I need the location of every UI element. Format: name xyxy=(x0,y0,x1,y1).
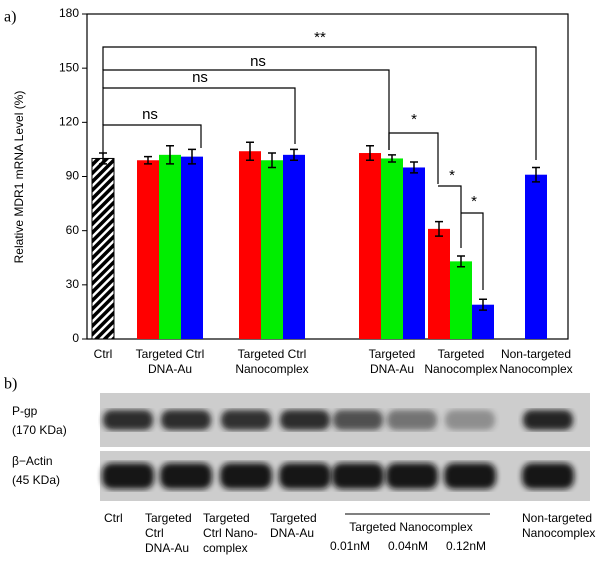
bar xyxy=(91,157,115,340)
lane-label: Nanocomplex xyxy=(522,526,595,540)
significance-label: ** xyxy=(314,29,326,46)
y-tick-label: 180 xyxy=(59,6,79,20)
error-bar xyxy=(290,148,298,161)
row-label: (45 KDa) xyxy=(12,473,60,487)
x-tick-label: DNA-Au xyxy=(370,362,414,376)
lane-label: Ctrl xyxy=(104,511,123,525)
lane-label: 0.04nM xyxy=(388,539,428,553)
lane-label: Non-targeted xyxy=(522,511,592,525)
bar xyxy=(403,167,425,339)
significance-bracket xyxy=(102,69,390,150)
band xyxy=(161,410,211,430)
x-tick-label: DNA-Au xyxy=(148,362,192,376)
error-bar xyxy=(246,141,254,161)
band xyxy=(160,463,212,489)
bar xyxy=(159,154,181,339)
y-tick-label: 90 xyxy=(66,169,80,183)
significance-bracket xyxy=(102,87,296,144)
error-bar xyxy=(435,220,443,237)
significance-label: * xyxy=(449,167,455,184)
lane-label: Ctrl Nano- xyxy=(203,526,258,540)
bar xyxy=(137,160,159,339)
significance-label: ns xyxy=(250,53,266,70)
significance-label: ns xyxy=(192,69,208,86)
error-bar xyxy=(144,155,152,165)
row-label: (170 KDa) xyxy=(12,423,67,437)
y-tick-label: 60 xyxy=(66,223,80,237)
lane-label: complex xyxy=(203,541,248,555)
bar xyxy=(261,160,283,339)
lane-label: DNA-Au xyxy=(145,541,189,555)
band xyxy=(444,463,496,489)
significance-bracket xyxy=(102,46,537,160)
error-bar xyxy=(388,154,396,163)
lane-label: 0.12nM xyxy=(446,539,486,553)
band xyxy=(221,410,271,430)
x-tick-label: Nanocomplex xyxy=(424,362,497,376)
bar xyxy=(283,154,305,339)
error-bar xyxy=(366,145,374,161)
band xyxy=(102,463,154,489)
y-tick-label: 30 xyxy=(66,277,80,291)
significance-label: * xyxy=(411,111,417,128)
lane-label: Targeted xyxy=(145,511,192,525)
band xyxy=(523,410,573,430)
band xyxy=(103,410,153,430)
x-tick-label: Targeted Ctrl xyxy=(238,347,307,361)
lane-label: 0.01nM xyxy=(330,539,370,553)
error-bar xyxy=(532,166,540,183)
y-tick-label: 0 xyxy=(72,331,79,345)
bar xyxy=(239,151,261,339)
lane-label: DNA-Au xyxy=(270,526,314,540)
band xyxy=(386,463,438,489)
y-tick-label: 120 xyxy=(59,115,79,129)
bar xyxy=(181,156,203,339)
x-tick-label: Targeted Ctrl xyxy=(136,347,205,361)
significance-bracket xyxy=(388,132,439,184)
panel-label: a) xyxy=(4,9,16,26)
significance-label: ns xyxy=(142,106,158,123)
band xyxy=(387,410,437,430)
x-tick-label: Non-targeted xyxy=(501,347,571,361)
group-label: Targeted Nanocomplex xyxy=(349,520,472,534)
bar xyxy=(450,261,472,339)
lane-label: Ctrl xyxy=(145,526,164,540)
band xyxy=(445,410,495,430)
band xyxy=(220,463,272,489)
y-axis-label: Relative MDR1 mRNA Level (%) xyxy=(12,91,26,264)
error-bar xyxy=(166,145,174,165)
bar xyxy=(428,228,450,339)
bar xyxy=(525,174,547,339)
x-tick-label: Targeted xyxy=(438,347,485,361)
significance-label: * xyxy=(471,193,477,210)
error-bar xyxy=(479,298,487,311)
significance-bracket xyxy=(102,124,202,155)
row-label: P-gp xyxy=(12,404,38,418)
bar xyxy=(381,158,403,339)
x-tick-label: Targeted xyxy=(369,347,416,361)
band xyxy=(279,463,331,489)
band xyxy=(522,463,574,489)
significance-bracket xyxy=(461,212,484,290)
x-tick-label: Nanocomplex xyxy=(235,362,308,376)
error-bar xyxy=(268,152,276,169)
lane-label: Targeted xyxy=(203,511,250,525)
error-bar xyxy=(188,148,196,165)
row-label: β−Actin xyxy=(12,454,53,468)
lane-label: Targeted xyxy=(270,511,317,525)
bar xyxy=(359,153,381,339)
error-bar xyxy=(457,255,465,268)
band xyxy=(280,410,330,430)
panel-label: b) xyxy=(4,376,17,393)
bar xyxy=(472,304,494,339)
significance-bracket xyxy=(438,185,462,248)
band xyxy=(332,463,384,489)
y-tick-label: 150 xyxy=(59,60,79,74)
band xyxy=(333,410,383,430)
x-tick-label: Ctrl xyxy=(94,347,113,361)
x-tick-label: Nanocomplex xyxy=(499,362,572,376)
error-bar xyxy=(410,161,418,174)
